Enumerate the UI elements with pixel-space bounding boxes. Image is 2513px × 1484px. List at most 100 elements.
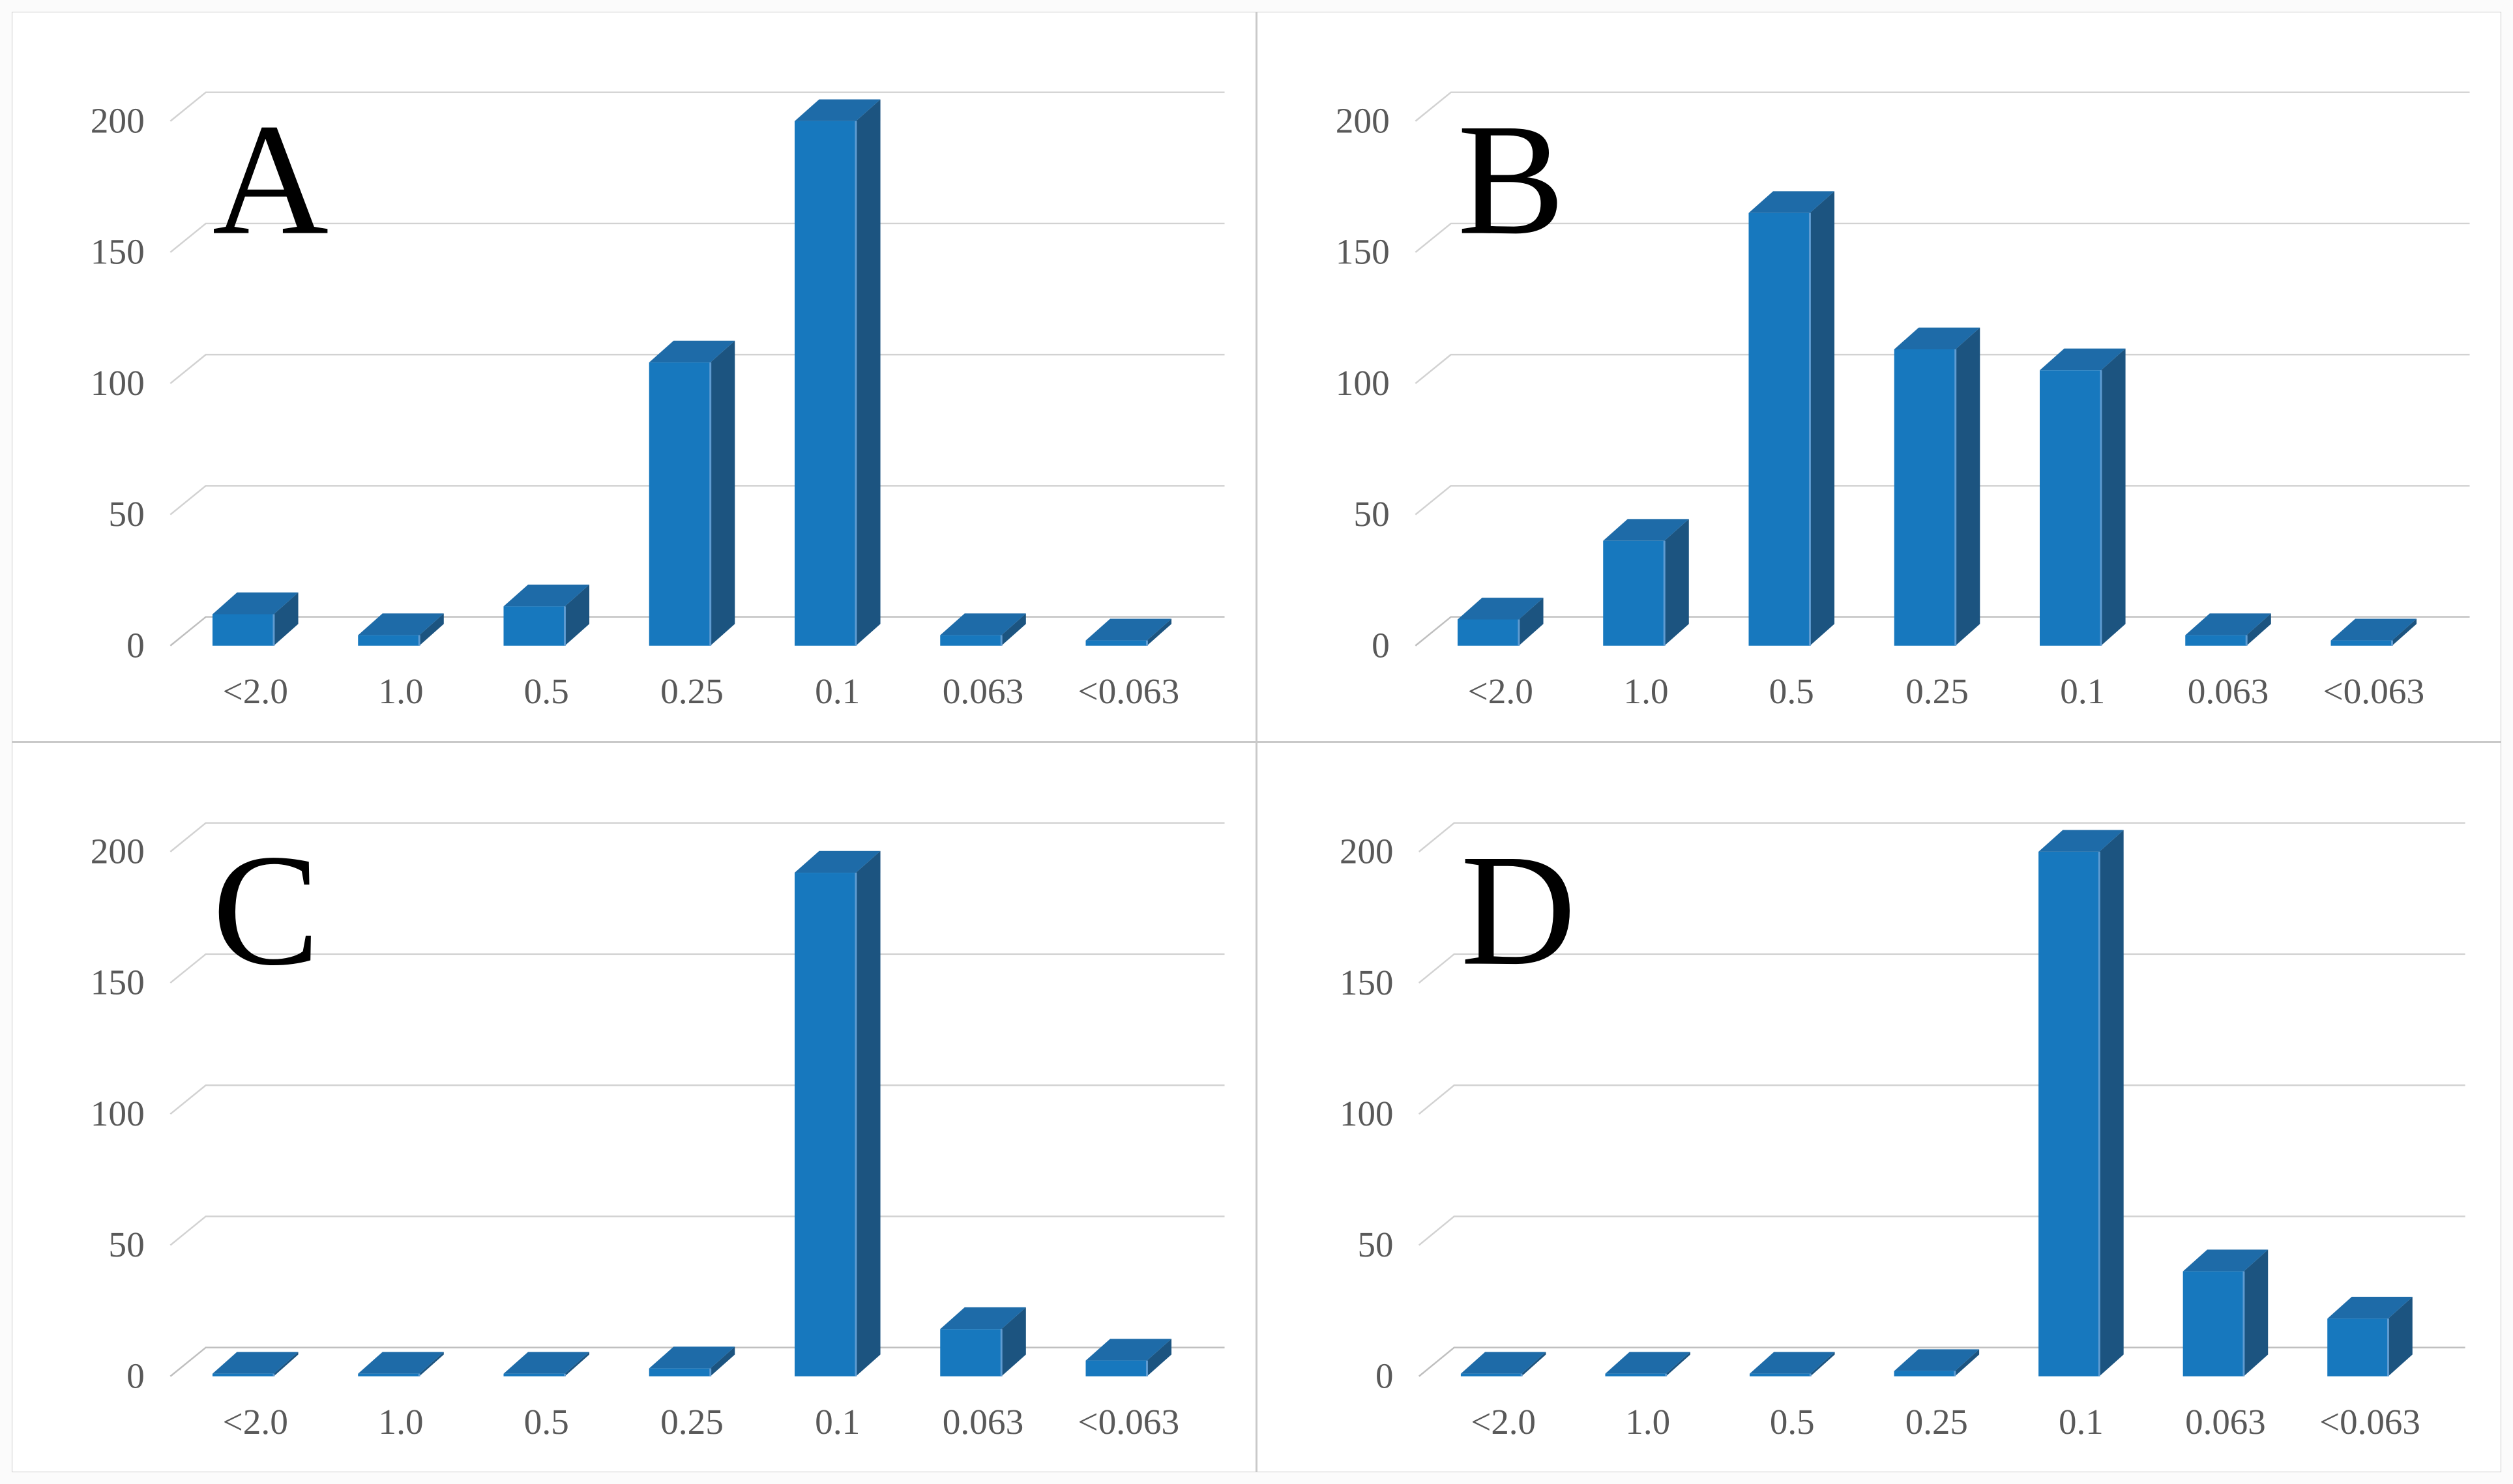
bar-side-face: [1955, 327, 1980, 646]
bar-side-face: [1666, 1352, 1691, 1376]
bar-front-face: [1894, 349, 1956, 646]
gridline: [169, 91, 1225, 122]
bar-top-face: [503, 585, 590, 607]
bar-side-face: [1001, 613, 1026, 646]
bar-front-face: [2038, 851, 2100, 1376]
panel-b-chart: 0 50 100 150 200 <2.0 1.0 0.5 0.25 0.1 0.063 <0.063…: [1336, 91, 2470, 711]
gridline: [1418, 1346, 2465, 1377]
y-axis-tick-label: 200: [91, 832, 145, 871]
bar-side-face: [1147, 618, 1172, 646]
bar: [2038, 830, 2124, 1376]
y-axis-tick-label: 100: [1336, 363, 1390, 403]
bar-side-face: [2388, 1296, 2413, 1376]
panel-b: 0 50 100 150 200 <2.0 1.0 0.5 0.25 0.1 0.063 <0.063…: [1257, 12, 2501, 741]
bar-front-face: [358, 1373, 420, 1376]
x-axis-category-label: <2.0: [1471, 1402, 1536, 1442]
x-axis-category-label: <0.063: [1078, 671, 1179, 711]
bar-top-face: [1603, 519, 1689, 541]
bar-front-face: [1894, 1371, 1955, 1376]
y-axis-tick-label: 200: [1336, 101, 1390, 141]
bar: [358, 613, 444, 646]
x-axis-category-label: 1.0: [1623, 671, 1668, 711]
gridline: [1415, 616, 2470, 647]
bar-front-face: [1085, 1360, 1147, 1376]
bar-top-face: [1748, 191, 1835, 213]
bar: [212, 1352, 299, 1376]
bar-top-face: [1605, 1352, 1691, 1374]
bar: [1894, 327, 1980, 646]
x-axis-category-label: 1.0: [378, 1402, 423, 1442]
panel-c: 0 50 100 150 200 <2.0 1.0 0.5 0.25 0.1 0.063 <0.063…: [12, 743, 1256, 1472]
bar-top-face: [1460, 1352, 1546, 1374]
panel-letter: B: [1458, 91, 1565, 268]
bar-front-face: [1603, 540, 1665, 646]
x-axis-category-label: 0.063: [943, 671, 1024, 711]
bar-top-face: [1894, 327, 1980, 349]
bar: [2185, 613, 2271, 646]
bar: [2182, 1249, 2269, 1376]
bar-side-face: [2392, 618, 2417, 646]
bar: [1894, 1349, 1980, 1376]
bar-side-face: [2100, 348, 2126, 646]
bar-side-face: [2246, 613, 2271, 646]
bar-front-face: [1460, 1373, 1522, 1376]
x-axis-category-label: 0.1: [2059, 1402, 2104, 1442]
bar-side-face: [855, 99, 881, 646]
bar-side-face: [1810, 191, 1835, 646]
x-axis-category-label: 1.0: [378, 671, 423, 711]
panel-d-chart: 0 50 100 150 200 <2.0 1.0 0.5 0.25 0.1 0.063 <0.063…: [1340, 822, 2465, 1442]
y-axis-tick-label: 50: [1353, 494, 1389, 534]
bar: [794, 99, 881, 646]
panel-grid: 0 50 100 150 200 <2.0 1.0 0.5 0.25 0.1 0.063 <0.063…: [12, 12, 2501, 1472]
bar-side-face: [2243, 1249, 2269, 1376]
x-axis-category-label: 0.1: [815, 671, 860, 711]
panel-letter: C: [213, 821, 320, 998]
x-axis-category-label: 0.5: [1769, 671, 1814, 711]
x-axis-category-label: 0.25: [1905, 671, 1969, 711]
bar: [940, 1307, 1026, 1376]
bar-front-face: [2182, 1271, 2244, 1376]
bar: [2327, 1296, 2413, 1376]
x-axis-category-label: 0.1: [815, 1402, 860, 1442]
gridline: [1415, 353, 2470, 385]
x-axis-category-label: <0.063: [2319, 1402, 2420, 1442]
panel-a-chart: 0 50 100 150 200 <2.0 1.0 0.5 0.25 0.1 0.063 <0.063…: [91, 91, 1225, 711]
bar-side-face: [710, 1346, 735, 1376]
bar-front-face: [940, 1329, 1002, 1376]
bar: [1460, 1352, 1546, 1376]
bar: [503, 585, 590, 646]
gridline: [1415, 91, 2470, 122]
gridline: [169, 485, 1225, 516]
gridline: [169, 1215, 1225, 1246]
bar-side-face: [273, 592, 299, 646]
gridline: [1418, 953, 2465, 984]
x-axis-category-label: <0.063: [2323, 671, 2424, 711]
bar: [1605, 1352, 1691, 1376]
gridline: [1415, 222, 2470, 254]
gridline: [169, 1084, 1225, 1115]
x-axis-category-label: 1.0: [1625, 1402, 1670, 1442]
bar-front-face: [2330, 640, 2392, 646]
x-axis-category-label: 0.5: [524, 671, 569, 711]
bar: [503, 1352, 590, 1376]
bar-top-face: [2038, 830, 2124, 852]
x-axis-category-label: 0.5: [1770, 1402, 1815, 1442]
gridline: [1415, 485, 2470, 516]
bar-top-face: [794, 99, 881, 121]
bar: [794, 851, 881, 1376]
bar-top-face: [358, 1352, 444, 1374]
bar-side-face: [419, 613, 444, 646]
x-axis-category-label: 0.063: [2185, 1402, 2266, 1442]
bar-front-face: [649, 1368, 711, 1376]
bar-top-face: [358, 613, 444, 635]
bar: [2330, 618, 2417, 646]
y-axis-tick-label: 50: [1358, 1225, 1394, 1264]
panel-letter: A: [213, 91, 329, 268]
y-axis-tick-label: 200: [1340, 832, 1393, 871]
bar-front-face: [1750, 1373, 1811, 1376]
y-axis-tick-label: 100: [1340, 1094, 1393, 1133]
bar-front-face: [358, 635, 420, 646]
bar-front-face: [503, 1373, 565, 1376]
bar-top-face: [940, 1307, 1026, 1330]
